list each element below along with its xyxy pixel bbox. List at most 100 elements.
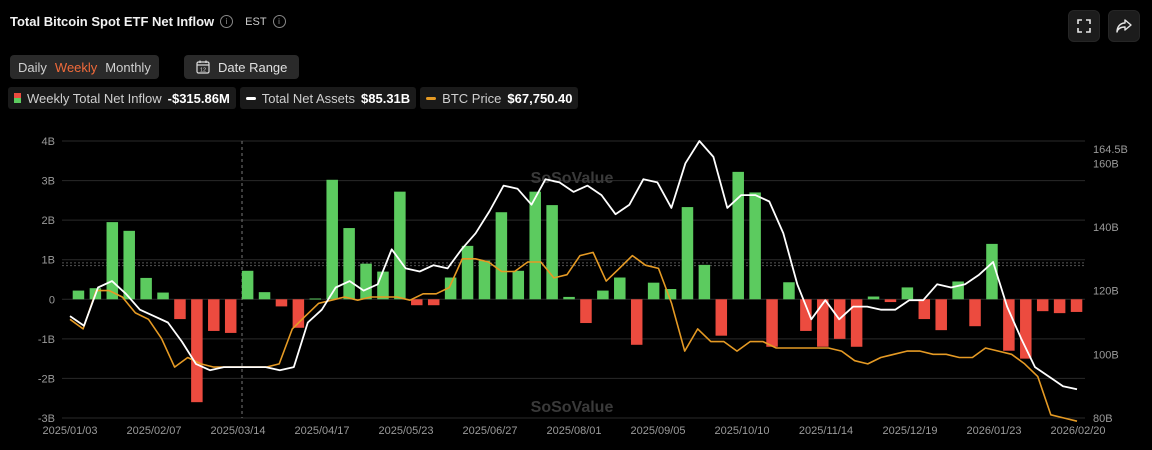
left-tick-label: -2B: [38, 373, 55, 385]
timezone-label: EST: [245, 15, 267, 28]
inflow-bar[interactable]: [614, 277, 626, 300]
x-tick-label: 2025/04/17: [294, 425, 349, 437]
chart-axes: 4B 3B 2B 1B 0 -1B -2B -3B 164.5B 160B 140B 120B 100B…: [38, 136, 1128, 437]
inflow-bar[interactable]: [681, 207, 694, 300]
inflow-bar[interactable]: [292, 299, 305, 328]
x-tick-label: 2025/10/10: [714, 425, 769, 437]
watermark-text: SoSoValue: [531, 170, 614, 187]
inflow-bar[interactable]: [512, 270, 525, 300]
inflow-bar[interactable]: [749, 192, 761, 300]
tab-weekly[interactable]: Weekly: [54, 59, 98, 75]
inflow-bar[interactable]: [258, 292, 271, 300]
inflow-bar[interactable]: [850, 299, 863, 347]
legend-item-btc[interactable]: BTC Price $67,750.40: [420, 87, 579, 109]
inflow-bar[interactable]: [394, 191, 406, 300]
inflow-bar[interactable]: [630, 299, 643, 345]
inflow-bar[interactable]: [72, 290, 85, 300]
left-tick-label: -3B: [38, 413, 55, 425]
legend-item-assets[interactable]: Total Net Assets $85.31B: [239, 87, 417, 109]
inflow-bar[interactable]: [935, 299, 947, 331]
inflow-bar[interactable]: [241, 270, 254, 300]
legend-assets-label: Total Net Assets: [261, 90, 356, 106]
tab-monthly[interactable]: Monthly: [105, 59, 151, 75]
chart-title: Total Bitcoin Spot ETF Net Inflow: [10, 14, 215, 29]
inflow-bar[interactable]: [106, 222, 119, 300]
inflow-bar[interactable]: [647, 282, 660, 300]
inflow-bar[interactable]: [546, 205, 558, 300]
inflow-bar[interactable]: [275, 299, 288, 307]
right-tick-label: 160B: [1093, 158, 1119, 170]
tab-daily[interactable]: Daily: [18, 59, 47, 75]
inflow-bar[interactable]: [377, 271, 389, 300]
inflow-bar[interactable]: [495, 212, 508, 300]
left-tick-label: 2B: [42, 215, 55, 227]
timezone-info-icon[interactable]: i: [272, 15, 286, 28]
inflow-bar[interactable]: [140, 277, 152, 300]
inflow-bar[interactable]: [766, 299, 778, 347]
inflow-bar[interactable]: [309, 298, 322, 300]
inflow-bar[interactable]: [884, 299, 897, 303]
share-button[interactable]: [1108, 10, 1140, 42]
assets-swatch-icon: [245, 96, 256, 100]
inflow-bar[interactable]: [817, 299, 829, 347]
inflow-bar[interactable]: [867, 296, 880, 300]
inflow-bar[interactable]: [1003, 299, 1015, 351]
inflow-bar[interactable]: [1036, 299, 1049, 312]
left-tick-label: 3B: [42, 176, 55, 188]
inflow-bar[interactable]: [123, 230, 135, 300]
inflow-bar[interactable]: [411, 299, 423, 306]
inflow-bar[interactable]: [191, 299, 203, 403]
left-tick-label: -1B: [38, 334, 55, 346]
legend-item-inflow[interactable]: Weekly Total Net Inflow -$315.86M: [8, 87, 236, 109]
inflow-bar[interactable]: [664, 288, 677, 300]
inflow-bar[interactable]: [969, 299, 981, 327]
inflow-bar[interactable]: [224, 299, 237, 333]
right-tick-label: 140B: [1093, 222, 1119, 234]
date-range-button[interactable]: 12 Date Range: [184, 55, 300, 79]
fullscreen-button[interactable]: [1068, 10, 1100, 42]
btc-price-line[interactable]: [69, 251, 1078, 422]
period-selector: Daily Weekly Monthly: [10, 55, 159, 79]
right-tick-label: 164.5B: [1093, 144, 1128, 156]
inflow-bar[interactable]: [444, 277, 457, 300]
inflow-bar[interactable]: [326, 179, 338, 300]
left-tick-label: 1B: [42, 255, 55, 267]
inflow-bar[interactable]: [478, 260, 491, 300]
inflow-bar[interactable]: [732, 171, 744, 300]
info-icon[interactable]: i: [220, 15, 234, 28]
inflow-bar[interactable]: [800, 299, 812, 331]
inflow-bar[interactable]: [698, 264, 711, 300]
legend-btc-value: $67,750.40: [507, 90, 573, 106]
x-tick-label: 2025/06/27: [462, 425, 517, 437]
inflow-bar[interactable]: [1070, 299, 1083, 312]
inflow-bar[interactable]: [208, 299, 220, 331]
inflow-bar[interactable]: [986, 243, 998, 300]
inflow-bar[interactable]: [901, 287, 914, 300]
inflow-bar[interactable]: [783, 282, 795, 300]
inflow-bar[interactable]: [157, 292, 169, 300]
inflow-swatch-icon: [14, 93, 21, 103]
inflow-bar[interactable]: [461, 245, 474, 300]
left-tick-label: 0: [49, 294, 55, 306]
inflow-bar[interactable]: [174, 299, 186, 320]
inflow-bar[interactable]: [715, 299, 728, 336]
inflow-bar[interactable]: [360, 263, 372, 300]
inflow-bar[interactable]: [952, 281, 964, 300]
inflow-bar[interactable]: [918, 299, 931, 320]
legend-inflow-value: -$315.86M: [167, 90, 230, 106]
watermarks: SoSoValue SoSoValue: [531, 170, 614, 416]
x-tick-label: 2025/03/14: [210, 425, 265, 437]
x-tick-label: 2025/12/19: [882, 425, 937, 437]
inflow-bar[interactable]: [1053, 299, 1066, 314]
inflow-bar[interactable]: [597, 290, 609, 300]
left-tick-label: 4B: [42, 136, 55, 148]
inflow-bar[interactable]: [1020, 299, 1032, 359]
inflow-bar[interactable]: [563, 296, 575, 300]
inflow-bar[interactable]: [427, 299, 440, 306]
x-tick-label: 2025/09/05: [630, 425, 685, 437]
inflow-bar[interactable]: [343, 228, 355, 300]
inflow-bar[interactable]: [580, 299, 592, 324]
total-net-assets-line[interactable]: [69, 140, 1078, 391]
inflow-bar[interactable]: [529, 191, 541, 300]
